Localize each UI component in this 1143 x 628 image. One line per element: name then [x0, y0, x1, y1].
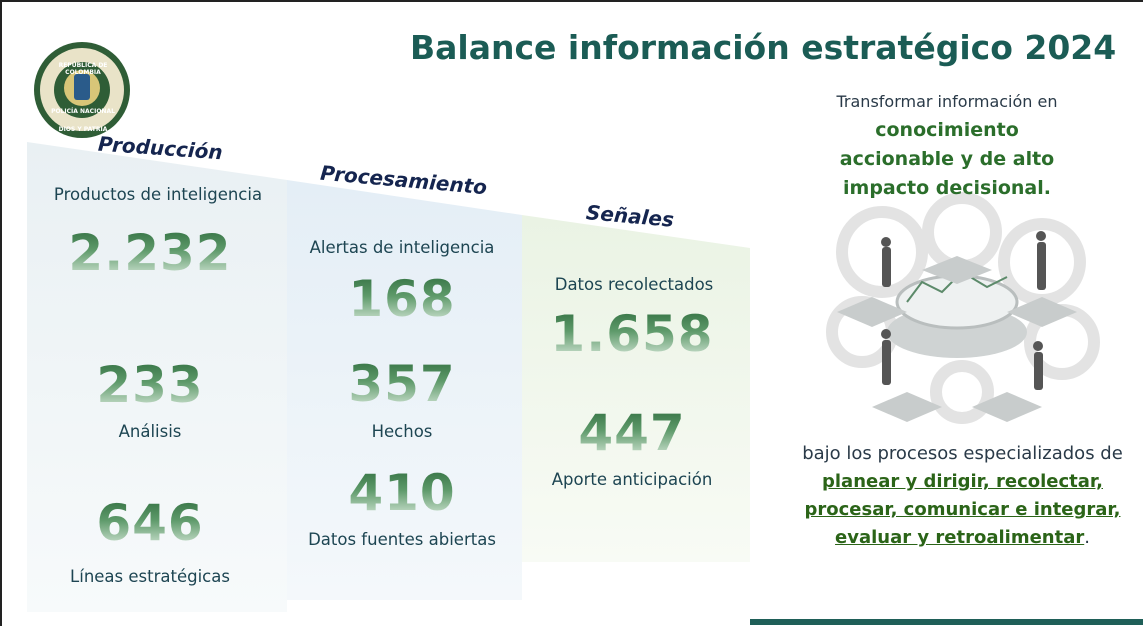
metric-label: Análisis	[119, 422, 182, 441]
metric-label: Aporte anticipación	[552, 470, 713, 489]
metric-value: 1.658	[550, 305, 713, 363]
metric-value: 357	[348, 355, 455, 413]
sidebar-intro: Transformar información en	[792, 92, 1102, 111]
column-bg	[522, 215, 750, 562]
metric-label: Datos recolectados	[555, 275, 714, 294]
metric-label: Datos fuentes abiertas	[308, 530, 496, 549]
metric-label: Hechos	[372, 422, 433, 441]
bottom-bar	[750, 619, 1143, 625]
metric-value: 447	[578, 404, 685, 462]
slide-title: Balance información estratégico 2024	[410, 28, 1116, 67]
sidebar-processes: bajo los procesos especializados de plan…	[800, 440, 1125, 552]
slide: Balance información estratégico 2024 REP…	[0, 0, 1143, 626]
logo-text: REPÚBLICA DE COLOMBIA	[48, 62, 118, 76]
metric-label: Alertas de inteligencia	[310, 238, 495, 257]
illustration-center	[837, 231, 1077, 422]
metric-value: 233	[96, 356, 203, 414]
page: Balance información estratégico 2024 REP…	[0, 0, 1143, 626]
metric-label: Productos de inteligencia	[54, 185, 262, 204]
metric-value: 168	[348, 270, 455, 328]
logo-text: POLICÍA NACIONAL	[48, 108, 118, 115]
metric-value: 410	[348, 464, 455, 522]
processes-list: planear y dirigir, recolectar, procesar,…	[804, 471, 1120, 548]
sidebar-highlight: conocimiento accionable y de alto impact…	[822, 116, 1072, 203]
processes-intro: bajo los procesos especializados de	[802, 443, 1123, 464]
metric-value: 2.232	[68, 224, 231, 282]
metric-value: 646	[96, 494, 203, 552]
logo	[34, 42, 130, 138]
processes-end: .	[1084, 527, 1090, 548]
metric-label: Líneas estratégicas	[70, 567, 230, 586]
